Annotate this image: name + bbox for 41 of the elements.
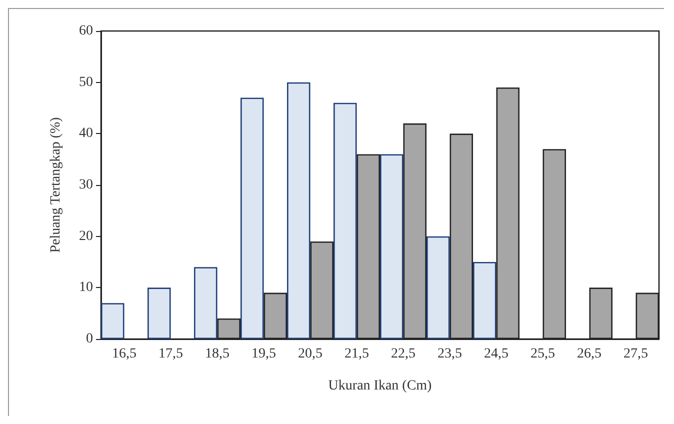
bar — [287, 82, 310, 339]
y-tick-label: 60 — [79, 24, 93, 38]
x-tick-label: 22,5 — [391, 346, 416, 362]
x-tick-label: 19,5 — [252, 346, 276, 362]
bar — [403, 123, 426, 339]
bar — [496, 87, 520, 339]
x-tick-label: 20,5 — [298, 346, 322, 362]
bar — [148, 288, 171, 339]
bar — [334, 102, 357, 339]
bar — [217, 318, 240, 339]
y-tick-label: 20 — [79, 228, 93, 244]
bar — [356, 154, 380, 339]
bar — [194, 267, 218, 339]
x-tick-label: 24,5 — [484, 346, 508, 362]
y-tick-label: 50 — [79, 74, 93, 90]
x-tick-label: 16,5 — [112, 346, 136, 362]
bar — [264, 292, 287, 339]
y-tick-label: 10 — [79, 280, 93, 296]
x-tick-label: 25,5 — [530, 346, 555, 362]
x-tick-label: 18,5 — [205, 346, 230, 362]
x-axis-title: Ukuran Ikan (Cm) — [328, 378, 432, 394]
bar — [542, 149, 566, 339]
bar — [426, 236, 450, 339]
bar — [589, 288, 612, 339]
page-frame: Peluang Tertangkap (%) Ukuran Ikan (Cm) 0 10 20 30 40 50 60 16,5 17,5 18,5 19,5 20,5 21,5 22,5 23,5 24,5 25,5 26,5 27,5 — [8, 8, 664, 416]
x-tick-label: 21,5 — [344, 346, 369, 362]
x-tick-label: 17,5 — [158, 346, 183, 362]
x-tick-label: 26,5 — [577, 346, 602, 362]
y-tick-label: 0 — [86, 332, 93, 346]
bar — [310, 241, 334, 339]
x-tick-label: 27,5 — [624, 346, 648, 362]
y-tick-label: 30 — [79, 178, 93, 192]
y-tick-label: 40 — [79, 126, 93, 142]
bar — [101, 303, 124, 339]
bar — [450, 134, 473, 339]
x-tick-label: 23,5 — [438, 346, 462, 362]
bar — [380, 154, 404, 339]
bar — [636, 292, 659, 339]
bar — [473, 262, 496, 339]
y-axis-title: Peluang Tertangkap (%) — [48, 116, 64, 253]
bar — [240, 98, 264, 339]
